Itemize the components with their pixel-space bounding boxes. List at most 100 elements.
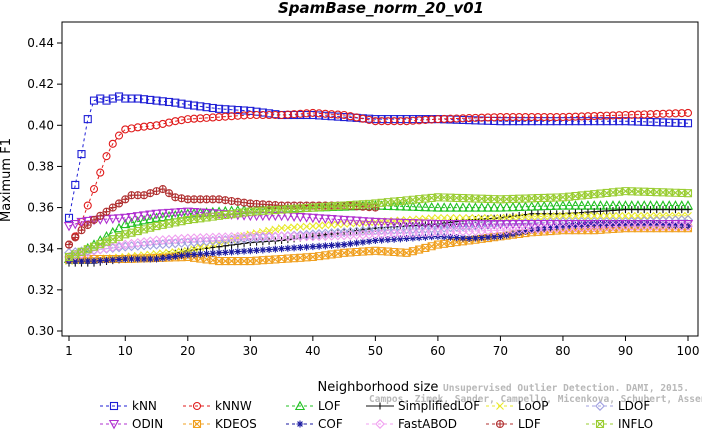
point-odin-49 — [370, 217, 381, 228]
point-lof-72 — [514, 201, 525, 212]
point-knn-16 — [164, 97, 174, 107]
point-knnw-44 — [340, 110, 349, 120]
point-knnw-13 — [146, 121, 155, 131]
point-simplifiedlof-91 — [634, 206, 642, 214]
point-knn-15 — [158, 97, 167, 106]
point-knn-27 — [233, 106, 242, 115]
point-odin-19 — [182, 207, 193, 218]
point-knnw-41 — [321, 109, 330, 118]
point-cof-14 — [153, 255, 161, 263]
point-knnw-77 — [546, 113, 555, 122]
point-ldf-5 — [96, 211, 105, 220]
point-lof-58 — [426, 202, 437, 212]
point-knnw-78 — [552, 113, 561, 122]
point-cof-2 — [78, 257, 86, 265]
point-knn-4 — [89, 96, 99, 105]
point-cof-83 — [584, 220, 592, 228]
point-inflo-99 — [683, 189, 693, 198]
point-knnw-4 — [89, 185, 99, 194]
chart-title: SpamBase_norm_20_v01 — [278, 0, 484, 17]
point-ldf-16-cross — [165, 189, 173, 197]
point-ldf-2-cross — [78, 226, 86, 234]
point-cof-8 — [115, 255, 123, 263]
point-ldf-14-cross — [153, 187, 161, 195]
point-cof-54 — [403, 234, 411, 242]
y-tick-label-1: 0.32 — [27, 283, 54, 297]
point-odin-66 — [476, 219, 487, 230]
point-knnw-69 — [496, 113, 505, 122]
point-odin-63 — [457, 219, 469, 230]
legend-label-knn: kNN — [132, 399, 157, 413]
legend-item-knnw: kNNW — [183, 399, 252, 413]
point-loop-83 — [584, 211, 592, 220]
point-loop-38 — [302, 222, 311, 231]
point-knn-71 — [508, 117, 517, 126]
point-odin-36 — [288, 212, 300, 222]
point-simplifiedlof-93 — [646, 206, 654, 214]
point-knn-75 — [533, 117, 542, 126]
y-tick-label-7: 0.44 — [27, 36, 54, 50]
point-cof-25 — [221, 248, 229, 256]
point-loop-84 — [590, 211, 599, 220]
point-knnw-92 — [640, 110, 649, 119]
point-knnw-57 — [421, 115, 430, 124]
point-knnw-95 — [658, 109, 668, 118]
point-loop-87 — [609, 211, 617, 220]
point-loop-86 — [602, 211, 611, 220]
point-knnw-9 — [121, 125, 130, 134]
point-cof-66 — [478, 234, 486, 242]
point-cof-68 — [490, 233, 498, 241]
point-cof-86 — [603, 220, 611, 228]
x-tick-label-10: 100 — [677, 344, 700, 358]
x-tick-label-9: 90 — [618, 344, 633, 358]
point-ldf-4-cross — [90, 216, 98, 224]
point-knnw-53 — [396, 117, 405, 126]
point-knnw-27 — [233, 111, 242, 120]
point-cof-5 — [96, 257, 104, 265]
legend-item-kdeos: KDEOS — [183, 417, 257, 431]
point-cof-39 — [309, 243, 317, 251]
point-cof-61 — [446, 233, 454, 241]
point-knn-22 — [202, 103, 211, 112]
point-knnw-19 — [183, 115, 192, 124]
y-tick-label-0: 0.30 — [27, 324, 54, 338]
point-ldf-7-cross — [109, 204, 117, 212]
point-odin-76 — [539, 219, 550, 230]
point-loop-77 — [546, 212, 555, 221]
point-knnw-31 — [258, 110, 267, 120]
point-knnw-71 — [508, 113, 517, 122]
point-ldf-16 — [164, 189, 174, 198]
point-cof-69 — [496, 232, 504, 240]
point-knnw-29 — [246, 110, 255, 120]
legend: kNN kNNW LOF SimplifiedLOF LoOP LDOF ODIN KDEOS… — [100, 399, 653, 431]
point-knnw-43 — [333, 110, 342, 119]
point-knnw-93 — [646, 110, 655, 119]
series-knnw — [64, 108, 693, 249]
point-knnw-6 — [102, 152, 111, 161]
point-knnw-34 — [277, 110, 286, 120]
point-knn-78 — [552, 117, 561, 126]
point-ldf-9-cross — [121, 195, 129, 203]
legend-marker-odin — [108, 419, 120, 430]
point-cof-85 — [596, 220, 604, 228]
point-loop-88 — [615, 211, 624, 220]
point-knnw-65 — [471, 113, 480, 122]
point-knn-20 — [190, 101, 199, 110]
point-lof-77 — [545, 200, 556, 210]
point-knnw-80 — [565, 112, 574, 121]
point-odin-42 — [326, 215, 337, 225]
point-simplifiedlof-26 — [228, 241, 236, 249]
point-knnw-98 — [677, 109, 686, 118]
point-cof-31 — [259, 246, 267, 254]
point-knnw-97 — [671, 109, 680, 118]
point-cof-26 — [228, 248, 236, 256]
point-ldf-1-cross — [71, 233, 79, 241]
point-cof-52 — [390, 235, 398, 243]
point-cof-19 — [184, 251, 192, 259]
point-odin-41 — [320, 214, 331, 225]
point-odin-53 — [395, 218, 406, 229]
point-ldf-18-cross — [178, 194, 186, 202]
point-knn-74 — [527, 117, 536, 126]
point-cof-76 — [540, 225, 548, 233]
point-cof-72 — [515, 229, 523, 237]
